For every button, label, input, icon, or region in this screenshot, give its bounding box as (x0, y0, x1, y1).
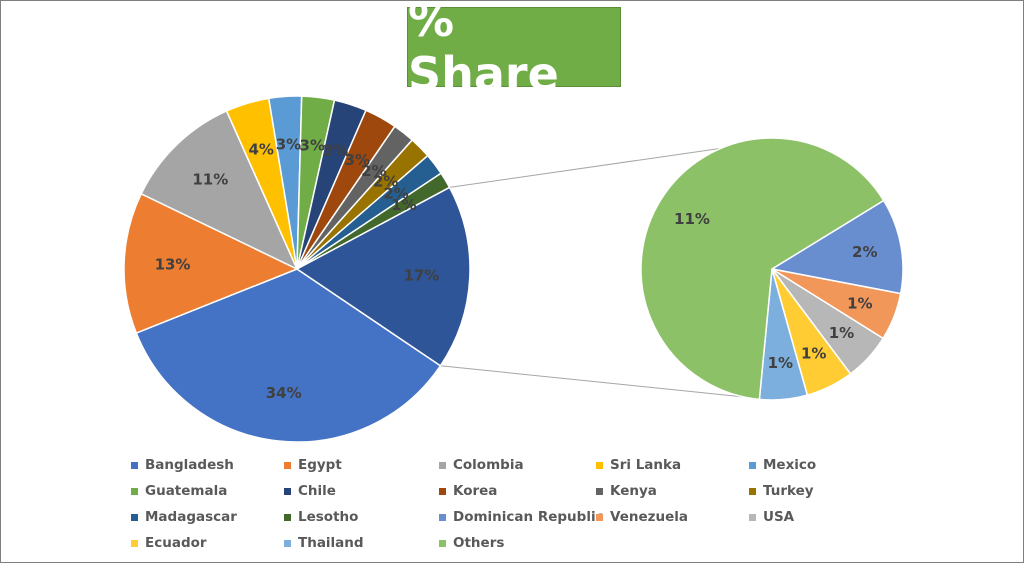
main-slice-colombia (140, 109, 299, 271)
secondary-label-usa: 1% (829, 324, 854, 342)
legend-item-korea: Korea (439, 481, 497, 501)
main-label-guatemala: 3% (300, 136, 325, 154)
legend-swatch (284, 539, 291, 547)
legend-swatch (596, 487, 603, 495)
legend-swatch (284, 461, 291, 469)
connector-lines (440, 144, 755, 399)
legend-item-kenya: Kenya (596, 481, 657, 501)
legend-label: Kenya (610, 483, 657, 499)
legend-swatch (439, 539, 446, 547)
chart-title: % Share (408, 0, 559, 101)
legend-label: Chile (298, 483, 336, 499)
main-label-korea: 3% (345, 151, 370, 169)
main-slice-egypt (123, 192, 299, 335)
legend-swatch (131, 487, 138, 495)
legend-swatch (749, 513, 756, 521)
legend-swatch (749, 487, 756, 495)
legend-item-usa: USA (749, 507, 794, 527)
legend-swatch (596, 461, 603, 469)
main-label-sri-lanka: 4% (248, 141, 273, 159)
legend-swatch (131, 461, 138, 469)
secondary-label-venezuela: 1% (847, 294, 872, 312)
legend-item-turkey: Turkey (749, 481, 814, 501)
connector-line-bottom (440, 365, 755, 399)
secondary-label-others: 11% (674, 210, 710, 228)
main-label-chile: 3% (323, 142, 348, 160)
main-slice-other (295, 186, 471, 367)
secondary-slice-others (640, 137, 885, 401)
legend-item-thailand: Thailand (284, 533, 364, 553)
legend-item-lesotho: Lesotho (284, 507, 358, 527)
main-label-egypt: 13% (155, 256, 191, 274)
legend-label: Sri Lanka (610, 457, 682, 473)
legend-swatch (596, 513, 603, 521)
legend-item-venezuela: Venezuela (596, 507, 688, 527)
legend-label: Korea (453, 483, 498, 499)
secondary-pie: 2%1%1%1%1%11% (640, 137, 904, 401)
secondary-slice-dominican-republic (769, 199, 904, 295)
main-label-colombia: 11% (192, 171, 228, 189)
legend-label: Madagascar (145, 509, 237, 525)
secondary-label-thailand: 1% (768, 354, 793, 372)
legend-label: Guatemala (145, 483, 228, 499)
legend-label: USA (763, 509, 795, 525)
main-pie: 34%13%11%4% 3%3%3%3%2%2%2%1%17% (123, 95, 471, 443)
legend-label: Mexico (763, 457, 817, 473)
legend-label: Others (453, 535, 505, 551)
connector-line-top (449, 144, 745, 188)
legend-swatch (749, 461, 756, 469)
legend-swatch (131, 513, 138, 521)
legend-item-others: Others (439, 533, 504, 553)
main-label-madagascar: 2% (383, 185, 408, 203)
legend-label: Venezuela (610, 509, 688, 525)
main-label-lesotho: 1% (391, 196, 416, 214)
main-label-kenya: 2% (361, 162, 386, 180)
legend-item-mexico: Mexico (749, 455, 816, 475)
legend-label: Bangladesh (145, 457, 234, 473)
legend-item-madagascar: Madagascar (131, 507, 237, 527)
legend-item-dominican-republic: Dominican Republic (439, 507, 604, 527)
main-label-mexico: 3% (276, 136, 301, 154)
legend-swatch (284, 513, 291, 521)
legend-item-chile: Chile (284, 481, 336, 501)
legend-swatch (131, 539, 138, 547)
legend-swatch (439, 461, 446, 469)
legend-label: Colombia (453, 457, 524, 473)
legend-label: Dominican Republic (453, 509, 604, 525)
legend-label: Lesotho (298, 509, 359, 525)
chart-title-box: % Share (407, 0, 621, 101)
legend-label: Turkey (763, 483, 814, 499)
secondary-label-dominican-republic: 2% (852, 243, 877, 261)
legend-label: Ecuador (145, 535, 207, 551)
legend-swatch (284, 487, 291, 495)
legend-swatch (439, 487, 446, 495)
main-label-turkey: 2% (373, 173, 398, 191)
legend-item-colombia: Colombia (439, 455, 524, 475)
secondary-label-ecuador: 1% (801, 345, 826, 363)
legend-label: Thailand (298, 535, 364, 551)
legend-label: Egypt (298, 457, 342, 473)
main-slice-bangladesh (135, 268, 442, 443)
legend-item-guatemala: Guatemala (131, 481, 227, 501)
legend-item-egypt: Egypt (284, 455, 342, 475)
legend-item-sri-lanka: Sri Lanka (596, 455, 681, 475)
main-label-bangladesh: 34% (266, 384, 302, 402)
legend-item-bangladesh: Bangladesh (131, 455, 234, 475)
main-label-other: 17% (403, 266, 439, 284)
legend-item-ecuador: Ecuador (131, 533, 207, 553)
legend-swatch (439, 513, 446, 521)
